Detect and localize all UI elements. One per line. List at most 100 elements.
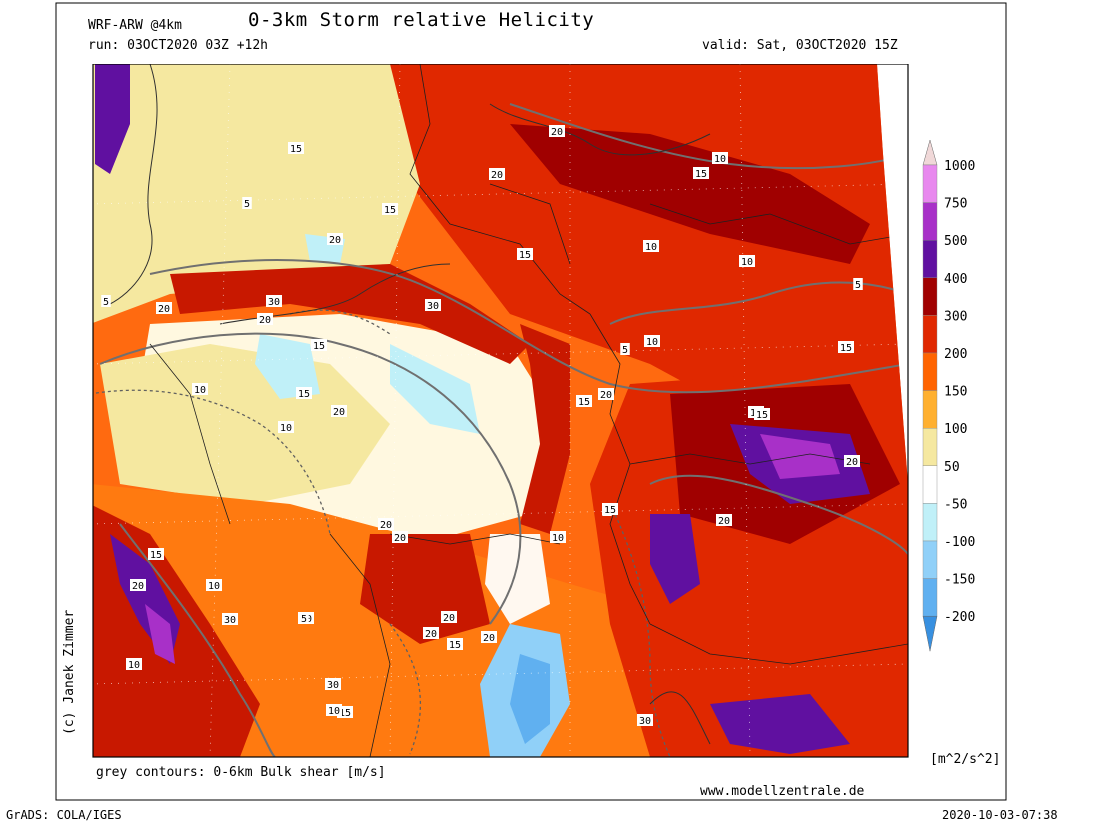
legend-swatch (922, 390, 938, 429)
northeast-darkred-band (510, 124, 870, 264)
legend-level-label: 750 (944, 197, 967, 212)
svg-text:15: 15 (290, 144, 302, 155)
svg-text:5: 5 (622, 345, 628, 356)
legend-swatch (922, 503, 938, 542)
contour-label: 30 (222, 613, 238, 626)
contour-label: 10 (712, 152, 728, 165)
contour-label: 15 (693, 167, 709, 180)
svg-text:20: 20 (333, 407, 345, 418)
contour-label: 30 (425, 299, 441, 312)
alps-deepblue-core (510, 654, 550, 744)
legend-level-label: 300 (944, 309, 967, 324)
legend-level-label: 500 (944, 234, 967, 249)
svg-text:10: 10 (741, 257, 753, 268)
contour-label: 10 (643, 240, 659, 253)
contour-label: 5 (101, 295, 111, 308)
svg-text:30: 30 (639, 716, 651, 727)
contour-label: 15 (288, 142, 304, 155)
contour-labels: 20 15 20 10 5 15 20 15 15 10 20 30 30 20 15 5 10 5 10 15 20 1… (101, 125, 863, 727)
contour-label: 30 (325, 678, 341, 691)
svg-text:15: 15 (313, 341, 325, 352)
contour-label: 20 (598, 388, 614, 401)
svg-text:5: 5 (244, 199, 250, 210)
contour-label: 15 (838, 341, 854, 354)
contour-label: 5 (620, 343, 630, 356)
white-alpine-patch (485, 534, 550, 624)
chart-title: 0-3km Storm relative Helicity (248, 9, 595, 31)
legend-level-label: 1000 (944, 159, 975, 174)
svg-text:10: 10 (714, 154, 726, 165)
svg-text:15: 15 (840, 343, 852, 354)
north-orange-band (170, 264, 530, 364)
svg-text:20: 20 (158, 304, 170, 315)
contour-label: 10 (644, 335, 660, 348)
run-label: run: 03OCT2020 03Z +12h (88, 38, 269, 53)
rhine-red-band (520, 324, 570, 534)
south-purple-patch (650, 514, 700, 604)
svg-text:5: 5 (855, 280, 861, 291)
software-label: GrADS: COLA/IGES (6, 808, 122, 822)
helicity-map: 20 15 20 10 5 15 20 15 15 10 20 30 30 20 15 5 10 5 10 15 20 1… (92, 64, 909, 758)
contour-label: 20 (423, 627, 439, 640)
contour-label: 20 (441, 611, 457, 624)
svg-text:10: 10 (645, 242, 657, 253)
svg-text:15: 15 (298, 389, 310, 400)
contour-label: 30 (266, 295, 282, 308)
contour-label: 20 (392, 531, 408, 544)
legend-level-label: 150 (944, 385, 967, 400)
legend-bottom-arrow (922, 615, 938, 652)
contour-label: 20 (549, 125, 565, 138)
contour-label: 5 (299, 612, 309, 625)
contour-label: 10 (126, 658, 142, 671)
contour-label: 20 (327, 233, 343, 246)
legend-level-label: -100 (944, 535, 975, 550)
contour-label: 30 (637, 714, 653, 727)
svg-text:15: 15 (449, 640, 461, 651)
southwest-violet-strip (145, 604, 175, 664)
svg-text:30: 30 (427, 301, 439, 312)
contour-label: 20 (156, 302, 172, 315)
legend-swatch (922, 202, 938, 241)
contour-label: 20 (844, 455, 860, 468)
legend-swatch (922, 540, 938, 579)
svg-text:20: 20 (491, 170, 503, 181)
svg-text:20: 20 (259, 315, 271, 326)
svg-text:10: 10 (194, 385, 206, 396)
legend-swatch (922, 352, 938, 391)
svg-text:30: 30 (268, 297, 280, 308)
contours-note: grey contours: 0-6km Bulk shear [m/s] (96, 765, 386, 780)
contour-label: 10 (278, 421, 294, 434)
legend-level-label: 50 (944, 460, 960, 475)
contour-label: 5 (242, 197, 252, 210)
contour-label: 20 (331, 405, 347, 418)
svg-text:20: 20 (380, 520, 392, 531)
legend-top-arrow (922, 140, 938, 166)
model-label: WRF-ARW @4km (88, 18, 182, 33)
legend-level-label: -200 (944, 610, 975, 625)
contour-label: 15 (576, 395, 592, 408)
svg-text:20: 20 (846, 457, 858, 468)
contour-label: 10 (739, 255, 755, 268)
unit-label: [m^2/s^2] (930, 752, 1001, 767)
svg-text:20: 20 (551, 127, 563, 138)
legend-level-label: 200 (944, 347, 967, 362)
legend-level-label: 400 (944, 272, 967, 287)
svg-text:20: 20 (425, 629, 437, 640)
svg-text:20: 20 (718, 516, 730, 527)
timestamp-label: 2020-10-03-07:38 (942, 808, 1058, 822)
contour-label: 10 (550, 531, 566, 544)
legend-swatch (922, 578, 938, 617)
svg-text:20: 20 (329, 235, 341, 246)
svg-text:15: 15 (695, 169, 707, 180)
legend-swatch (922, 277, 938, 316)
svg-text:15: 15 (578, 397, 590, 408)
legend-level-label: -50 (944, 497, 967, 512)
contour-label: 15 (447, 638, 463, 651)
contour-label: 15 (754, 408, 770, 421)
svg-text:10: 10 (208, 581, 220, 592)
contour-label: 10 (192, 383, 208, 396)
contour-label: 20 (716, 514, 732, 527)
legend-swatch (922, 315, 938, 354)
svg-text:20: 20 (483, 633, 495, 644)
